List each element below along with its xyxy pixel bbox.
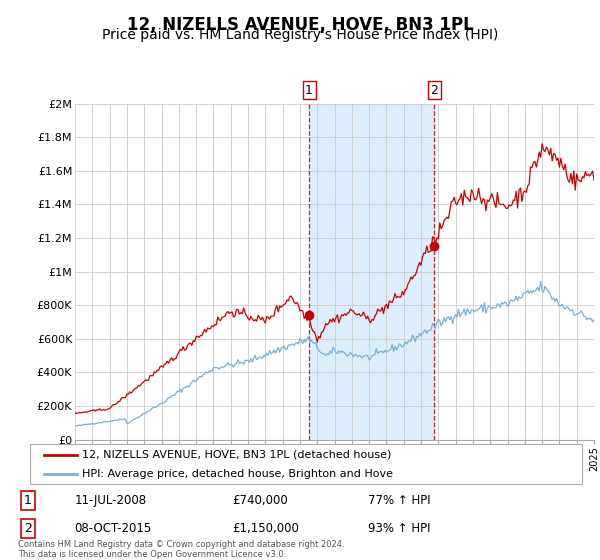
Text: Price paid vs. HM Land Registry's House Price Index (HPI): Price paid vs. HM Land Registry's House … <box>102 28 498 42</box>
Text: 2: 2 <box>430 84 438 97</box>
Text: 93% ↑ HPI: 93% ↑ HPI <box>368 522 430 535</box>
Text: 12, NIZELLS AVENUE, HOVE, BN3 1PL (detached house): 12, NIZELLS AVENUE, HOVE, BN3 1PL (detac… <box>82 450 392 460</box>
FancyBboxPatch shape <box>30 444 582 484</box>
Text: Contains HM Land Registry data © Crown copyright and database right 2024.
This d: Contains HM Land Registry data © Crown c… <box>18 540 344 559</box>
Text: 08-OCT-2015: 08-OCT-2015 <box>74 522 152 535</box>
Text: £740,000: £740,000 <box>232 494 288 507</box>
Text: HPI: Average price, detached house, Brighton and Hove: HPI: Average price, detached house, Brig… <box>82 469 394 478</box>
Text: 1: 1 <box>23 494 32 507</box>
Text: 11-JUL-2008: 11-JUL-2008 <box>74 494 146 507</box>
Text: 77% ↑ HPI: 77% ↑ HPI <box>368 494 430 507</box>
Text: 1: 1 <box>305 84 313 97</box>
Bar <box>309 104 434 440</box>
Text: 2: 2 <box>23 522 32 535</box>
Text: 12, NIZELLS AVENUE, HOVE, BN3 1PL: 12, NIZELLS AVENUE, HOVE, BN3 1PL <box>127 16 473 34</box>
Text: £1,150,000: £1,150,000 <box>232 522 299 535</box>
